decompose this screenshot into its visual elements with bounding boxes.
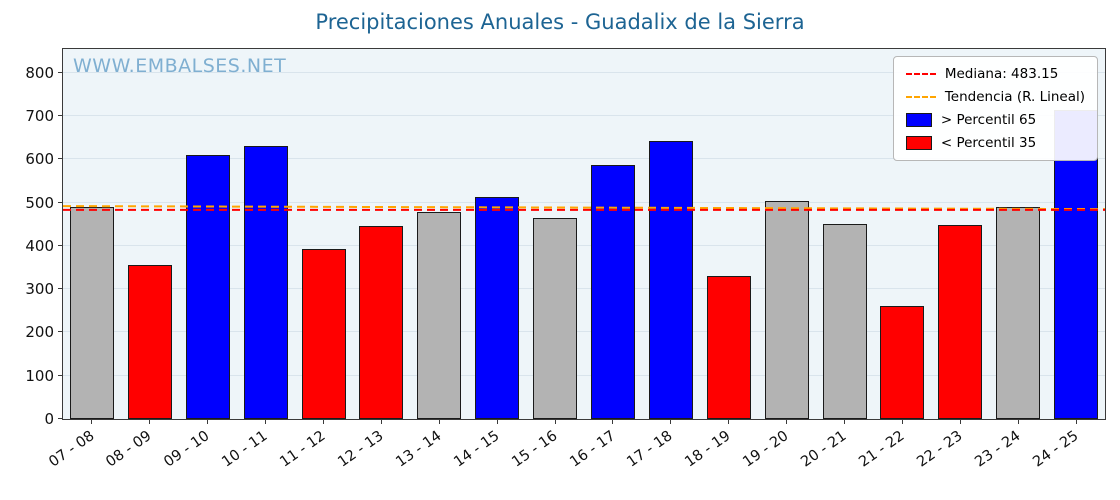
chart-title: Precipitaciones Anuales - Guadalix de la… — [315, 10, 805, 34]
bar — [764, 201, 809, 419]
gridline — [63, 71, 1105, 73]
x-tick-label: 11 - 12 — [277, 428, 329, 471]
bar — [69, 206, 114, 419]
gridline — [63, 158, 1105, 160]
x-tick-label: 21 - 22 — [856, 428, 908, 471]
x-tick-label: 15 - 16 — [508, 428, 561, 471]
legend-item-trend: Tendencia (R. Lineal) — [905, 89, 1085, 105]
y-tick-mark — [58, 374, 63, 376]
x-tick-label: 20 - 21 — [798, 428, 850, 471]
x-tick-label: 14 - 15 — [451, 428, 503, 471]
bar — [127, 265, 172, 419]
y-tick-label: 800 — [25, 63, 54, 82]
bar — [1054, 109, 1099, 419]
bar — [706, 276, 751, 419]
bar — [185, 155, 230, 419]
x-tick-mark — [844, 419, 845, 424]
x-tick-mark — [554, 419, 556, 424]
legend-item-median: Mediana: 483.15 — [905, 66, 1085, 82]
legend-item-high-percentile: > Percentil 65 — [905, 112, 1085, 128]
legend-label-low-percentile: < Percentil 35 — [940, 135, 1037, 151]
high-percentile-swatch — [905, 113, 932, 127]
x-tick-mark — [207, 419, 209, 424]
x-tick-label: 16 - 17 — [566, 428, 619, 471]
y-tick-mark — [58, 331, 63, 333]
x-tick-mark — [323, 419, 324, 424]
bar — [938, 225, 983, 419]
x-tick-mark — [496, 419, 498, 424]
low-percentile-swatch — [905, 136, 932, 150]
y-tick-mark — [58, 418, 63, 419]
y-tick-mark — [58, 115, 63, 117]
bar — [359, 225, 404, 419]
x-tick-mark — [670, 419, 672, 424]
x-tick-mark — [1017, 419, 1019, 424]
trend-line-swatch — [905, 96, 936, 98]
legend-label-trend: Tendencia (R. Lineal) — [944, 89, 1085, 105]
x-tick-label: 17 - 18 — [624, 428, 677, 471]
y-tick-label: 400 — [25, 236, 54, 255]
y-tick-label: 700 — [25, 107, 54, 126]
y-tick-label: 500 — [25, 193, 54, 212]
x-tick-label: 12 - 13 — [335, 428, 387, 471]
plot-area: WWW.EMBALSES.NET Mediana: 483.15 Tendenc… — [25, 48, 1106, 471]
x-tick-mark — [1075, 419, 1077, 424]
legend: Mediana: 483.15 Tendencia (R. Lineal) > … — [892, 56, 1098, 161]
y-tick-mark — [58, 71, 63, 73]
x-tick-label: 24 - 25 — [1029, 428, 1082, 471]
legend-label-median: Mediana: 483.15 — [944, 66, 1059, 82]
x-tick-mark — [91, 419, 93, 424]
y-tick-label: 100 — [25, 366, 54, 385]
x-tick-mark — [149, 419, 151, 424]
x-tick-label: 08 - 09 — [103, 428, 156, 471]
x-tick-mark — [901, 419, 903, 424]
gridline — [63, 115, 1105, 117]
bar — [417, 212, 462, 419]
y-tick-label: 0 — [44, 410, 54, 428]
y-tick-label: 300 — [25, 280, 54, 299]
bar — [590, 164, 635, 419]
bar — [996, 206, 1041, 419]
bar — [648, 140, 693, 419]
x-tick-label: 23 - 24 — [972, 428, 1024, 471]
legend-item-low-percentile: < Percentil 35 — [905, 135, 1085, 151]
y-tick-mark — [58, 244, 63, 246]
x-tick-label: 10 - 11 — [219, 428, 271, 471]
x-tick-label: 19 - 20 — [740, 428, 792, 471]
x-tick-mark — [380, 419, 382, 424]
x-tick-label: 18 - 19 — [682, 428, 734, 471]
median-line-swatch — [905, 73, 936, 75]
gridline — [63, 201, 1105, 203]
y-tick-label: 200 — [25, 323, 54, 342]
bar — [822, 224, 867, 419]
x-tick-label: 09 - 10 — [161, 428, 213, 471]
gridline — [63, 374, 1105, 376]
bar — [243, 146, 288, 419]
gridline — [63, 244, 1105, 246]
watermark: WWW.EMBALSES.NET — [73, 55, 287, 77]
gridline — [63, 331, 1105, 333]
legend-label-high-percentile: > Percentil 65 — [940, 112, 1037, 128]
bar — [533, 217, 578, 419]
bar — [475, 197, 520, 419]
x-tick-mark — [728, 419, 730, 424]
y-tick-mark — [58, 158, 63, 160]
x-tick-mark — [438, 419, 440, 424]
x-tick-label: 22 - 23 — [914, 428, 966, 471]
x-tick-label: 13 - 14 — [393, 428, 445, 471]
x-tick-label: 07 - 08 — [45, 428, 98, 471]
x-tick-mark — [612, 419, 614, 424]
x-tick-mark — [786, 419, 788, 424]
x-tick-mark — [959, 419, 961, 424]
y-tick-mark — [58, 201, 63, 203]
bar — [880, 306, 925, 419]
y-tick-label: 600 — [25, 150, 54, 169]
x-tick-mark — [265, 419, 267, 424]
bar — [301, 249, 346, 419]
y-tick-mark — [58, 288, 63, 290]
gridline — [63, 288, 1105, 290]
